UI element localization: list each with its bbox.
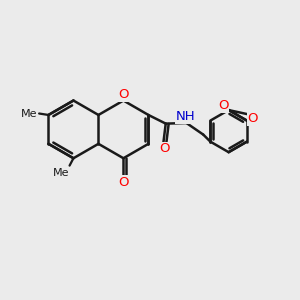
Text: O: O <box>118 176 129 189</box>
Text: O: O <box>118 88 129 101</box>
Text: O: O <box>248 112 258 125</box>
Text: O: O <box>159 142 170 155</box>
Text: O: O <box>218 99 229 112</box>
Text: NH: NH <box>176 110 196 123</box>
Text: Me: Me <box>53 168 70 178</box>
Text: Me: Me <box>21 109 37 118</box>
